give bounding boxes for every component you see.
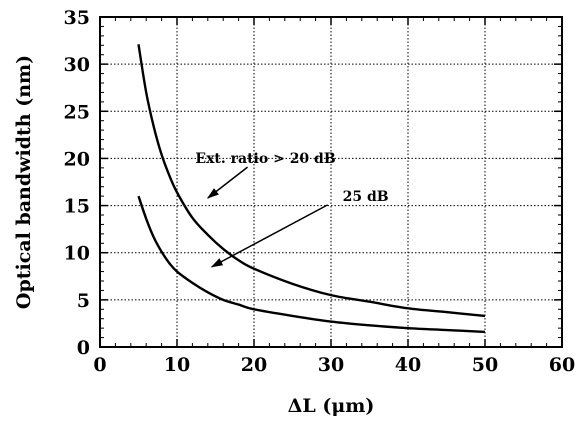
grid bbox=[100, 17, 562, 347]
y-tick-label: 30 bbox=[64, 54, 90, 76]
series-line-1 bbox=[137, 44, 486, 318]
y-tick-label: 35 bbox=[64, 7, 90, 29]
annotations: Ext. ratio > 20 dB 25 dB bbox=[195, 151, 389, 268]
series-line-2 bbox=[137, 195, 486, 334]
x-tick-label: 0 bbox=[93, 354, 106, 376]
y-tick-label: 25 bbox=[64, 101, 90, 123]
tick-labels: 0 10 20 30 40 50 60 0 5 10 15 20 25 30 35 bbox=[64, 7, 576, 376]
x-tick-label: 20 bbox=[241, 354, 267, 376]
x-tick-label: 30 bbox=[318, 354, 344, 376]
y-tick-label: 20 bbox=[64, 148, 90, 170]
y-axis-label: Optical bandwidth (nm) bbox=[13, 55, 35, 309]
y-tick-label: 5 bbox=[77, 290, 90, 312]
ticks bbox=[99, 16, 563, 348]
x-axis-label: ΔL (μm) bbox=[288, 395, 375, 417]
annotation-arrow bbox=[210, 204, 329, 268]
annotation-arrow bbox=[207, 166, 249, 199]
x-tick-label: 60 bbox=[549, 354, 575, 376]
y-tick-label: 10 bbox=[64, 243, 90, 265]
annotation-label: 25 dB bbox=[343, 189, 389, 205]
series-layer bbox=[137, 44, 486, 334]
y-tick-label: 15 bbox=[64, 196, 90, 218]
x-tick-label: 40 bbox=[395, 354, 421, 376]
y-tick-label: 0 bbox=[77, 337, 90, 359]
x-tick-label: 50 bbox=[472, 354, 498, 376]
annotation-label: Ext. ratio > 20 dB bbox=[195, 151, 335, 167]
x-tick-label: 10 bbox=[164, 354, 190, 376]
